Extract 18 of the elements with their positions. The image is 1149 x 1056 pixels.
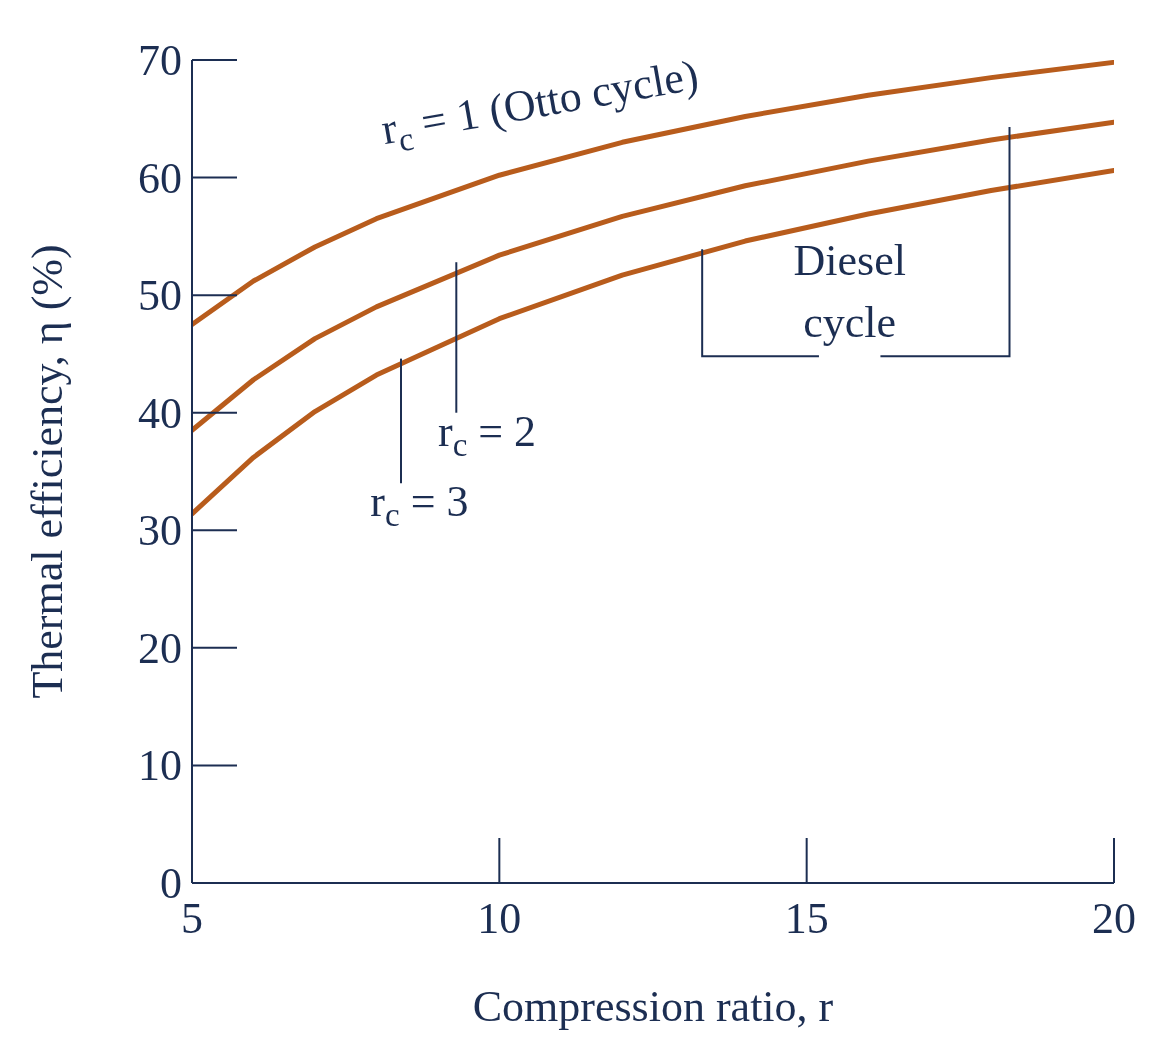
x-tick-label: 15 bbox=[784, 894, 829, 943]
y-tick-label: 20 bbox=[138, 623, 182, 673]
y-tick-label: 60 bbox=[138, 153, 182, 203]
y-axis-title: Thermal efficiency, η (%) bbox=[22, 244, 72, 699]
x-tick-label: 10 bbox=[477, 894, 522, 943]
series-label: r$_{c}$ = 3 bbox=[370, 477, 469, 534]
text: r$_{c}$ = 2 bbox=[437, 406, 537, 463]
x-tick-label: 5 bbox=[181, 894, 203, 943]
y-tick-label: 30 bbox=[138, 506, 182, 556]
x-axis-title: Compression ratio, r bbox=[472, 982, 834, 1031]
y-tick-label: 40 bbox=[138, 388, 182, 438]
annotation: Diesel cycle bbox=[793, 236, 906, 348]
y-tick-label: 0 bbox=[160, 859, 182, 908]
y-tick-label: 70 bbox=[138, 36, 182, 85]
y-tick-label: 50 bbox=[138, 271, 182, 321]
x-tick-label: 20 bbox=[1092, 894, 1136, 943]
text: r$_{c}$ = 1 (Otto cycle) bbox=[377, 50, 702, 159]
y-tick-label: 10 bbox=[138, 741, 182, 791]
